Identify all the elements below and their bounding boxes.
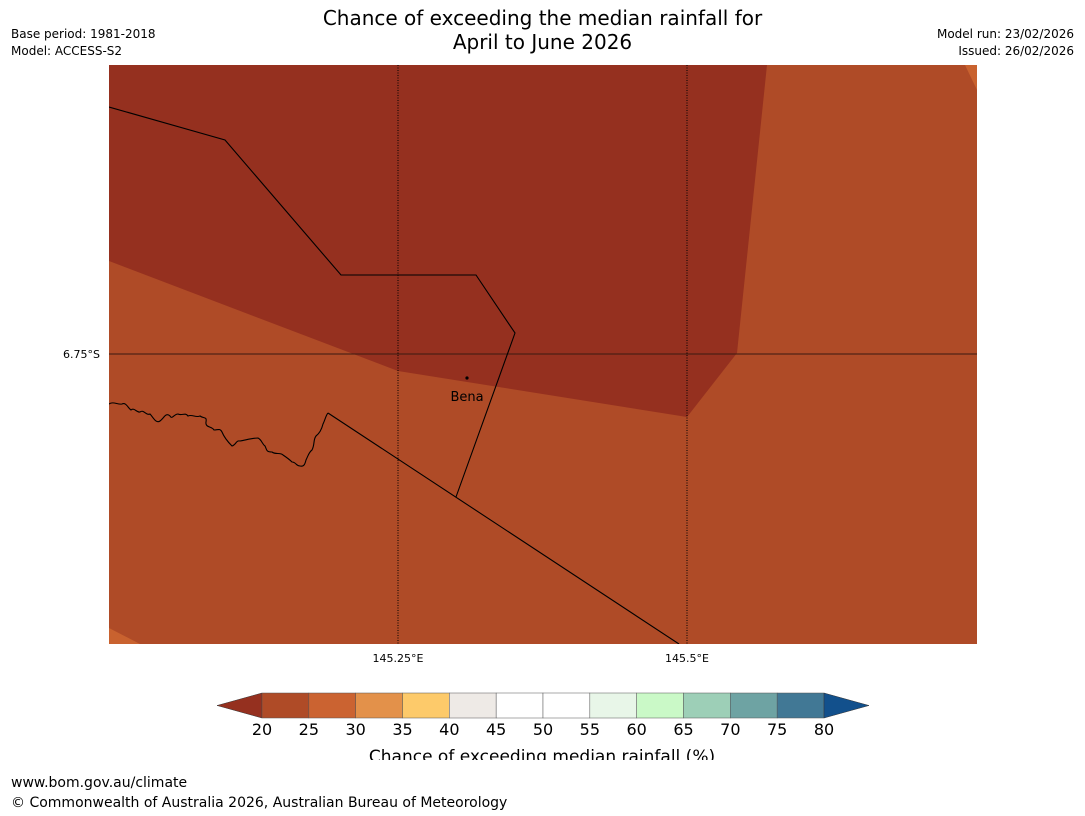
- copyright: © Commonwealth of Australia 2026, Austra…: [11, 795, 508, 811]
- legend-tick-80: 80: [814, 720, 834, 739]
- legend-tick-35: 35: [392, 720, 412, 739]
- province-border-south: [327, 412, 680, 644]
- legend-swatch-75-80: [776, 692, 825, 719]
- legend-label: Chance of exceeding median rainfall (%): [369, 747, 715, 760]
- legend-tick-65: 65: [673, 720, 693, 739]
- legend-swatch-20-25: [261, 692, 310, 719]
- legend-swatch-60-65: [636, 692, 684, 719]
- map-frame: [109, 65, 977, 644]
- province-border-river: [109, 402, 329, 467]
- legend-tick-50: 50: [533, 720, 553, 739]
- legend-tick-25: 25: [299, 720, 319, 739]
- legend-swatch-30-35: [355, 692, 403, 719]
- probability-zone-below-20: [109, 65, 767, 417]
- source-url[interactable]: www.bom.gov.au/climate: [11, 775, 188, 791]
- legend-swatch-50-55: [542, 692, 591, 719]
- run-info: Model run: 23/02/2026 Issued: 26/02/2026: [937, 26, 1074, 60]
- lon-label-145-5: 145.5°E: [665, 652, 709, 665]
- legend-tick-60: 60: [626, 720, 646, 739]
- legend-tick-70: 70: [720, 720, 740, 739]
- legend-tick-45: 45: [486, 720, 506, 739]
- legend-tick-40: 40: [439, 720, 459, 739]
- legend-tick-75: 75: [767, 720, 787, 739]
- legend-swatch-65-70: [683, 692, 731, 719]
- town-marker: [465, 376, 469, 380]
- legend-swatch-25-30: [308, 692, 356, 719]
- title-line-1: Chance of exceeding the median rainfall …: [322, 6, 763, 30]
- issued-date: Issued: 26/02/2026: [958, 44, 1074, 58]
- legend-swatch-35-40: [402, 692, 450, 719]
- legend-swatch-55-60: [589, 692, 637, 719]
- legend-tick-55: 55: [580, 720, 600, 739]
- legend-arrow-low: [216, 692, 263, 719]
- lon-label-145-25: 145.25°E: [373, 652, 424, 665]
- legend-tick-20: 20: [252, 720, 272, 739]
- model-info: Base period: 1981-2018 Model: ACCESS-S2: [11, 26, 156, 60]
- legend-swatch-45-50: [495, 692, 544, 719]
- legend-tick-30: 30: [345, 720, 365, 739]
- legend-swatch-40-45: [449, 692, 497, 719]
- map-title: Chance of exceeding the median rainfall …: [0, 6, 1085, 54]
- forecast-map[interactable]: Bena 6.75°S 145.25°E 145.5°E 20 25 30 35 40 4…: [0, 0, 1085, 760]
- town-label-bena[interactable]: Bena: [450, 390, 483, 405]
- probability-zone-25-30-top: [965, 65, 977, 90]
- title-line-2: April to June 2026: [452, 30, 633, 54]
- legend-colorbar: 20 25 30 35 40 45 50 55 60 65 70 75 80: [216, 692, 870, 739]
- model-name: Model: ACCESS-S2: [11, 44, 123, 58]
- lat-label: 6.75°S: [63, 348, 100, 361]
- probability-zone-25-30-bottom: [109, 628, 140, 644]
- province-border: [109, 106, 516, 498]
- model-run-date: Model run: 23/02/2026: [936, 27, 1074, 41]
- legend-swatch-70-75: [730, 692, 778, 719]
- legend-arrow-high: [823, 692, 870, 719]
- base-period: Base period: 1981-2018: [11, 27, 156, 41]
